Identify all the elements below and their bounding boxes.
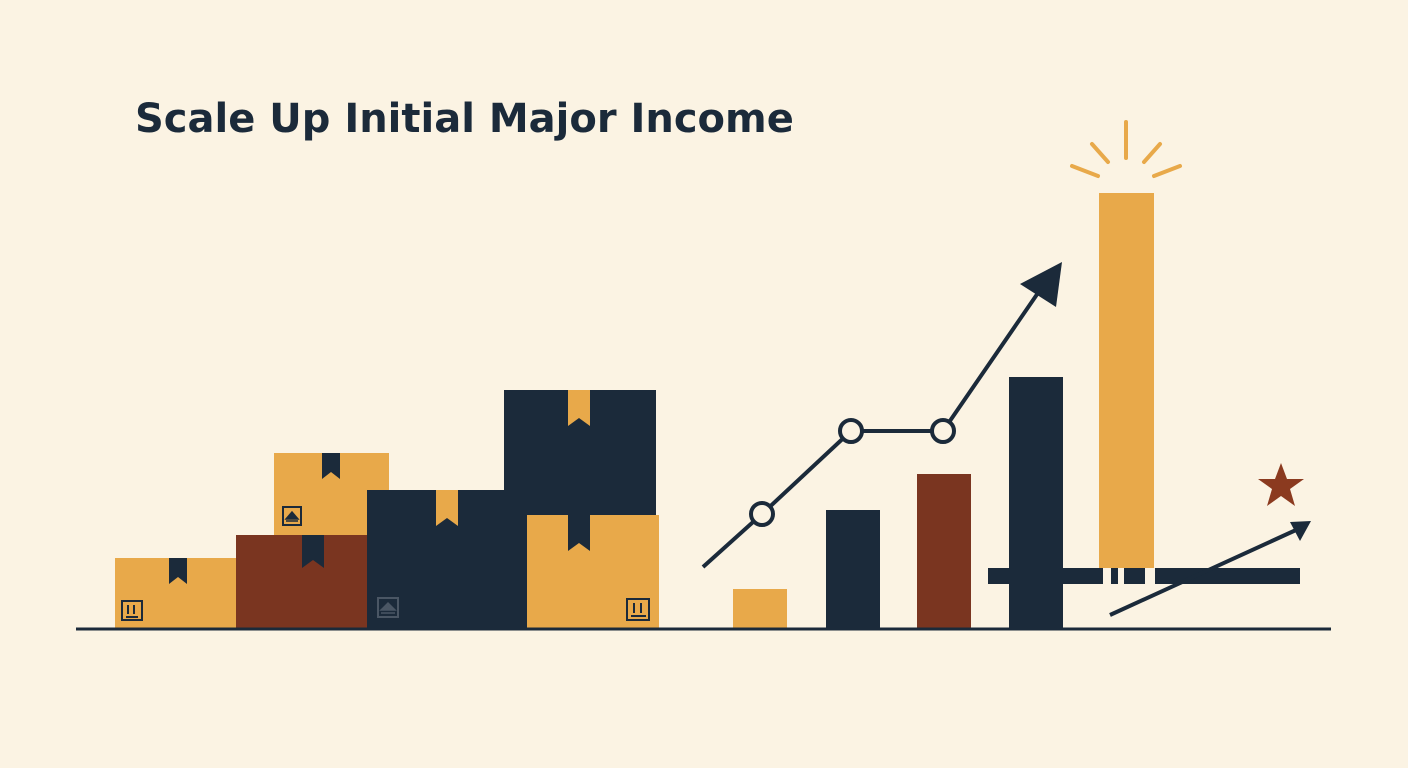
trend-point (930, 418, 956, 444)
box-icon (379, 601, 397, 614)
arrowhead (1020, 262, 1062, 307)
box (527, 515, 659, 629)
bar (826, 510, 880, 629)
bar-group (733, 193, 1154, 629)
box-tape (322, 453, 340, 479)
box-icon (126, 605, 138, 618)
spark (1070, 164, 1100, 178)
small-arrowhead (1290, 521, 1311, 541)
bar (1009, 377, 1063, 629)
sparks (1070, 120, 1182, 178)
box-icon (284, 510, 300, 522)
box-stack (115, 390, 659, 629)
box-icon (631, 603, 646, 617)
bar (1099, 193, 1154, 568)
spark (1090, 142, 1110, 164)
box-icon (377, 597, 399, 618)
box-icon (626, 598, 650, 621)
box-tape (169, 558, 187, 584)
box-tape (436, 490, 458, 526)
bar (733, 589, 787, 629)
title: Scale Up Initial Major Income (135, 96, 794, 142)
spark (1152, 164, 1182, 178)
star (1258, 463, 1304, 506)
bar (917, 474, 971, 629)
box-tape (568, 390, 590, 426)
small-arrow (1109, 528, 1297, 617)
platform-gap (1118, 568, 1124, 584)
trend-point (838, 418, 864, 444)
platform (988, 568, 1300, 584)
spark (1142, 142, 1162, 164)
box-tape (302, 535, 324, 568)
platform-gap (1145, 568, 1155, 584)
trend-point (749, 501, 775, 527)
box-icon (282, 506, 302, 526)
box-icon (121, 600, 143, 621)
platform-gap (1103, 568, 1111, 584)
box-tape (568, 515, 590, 551)
